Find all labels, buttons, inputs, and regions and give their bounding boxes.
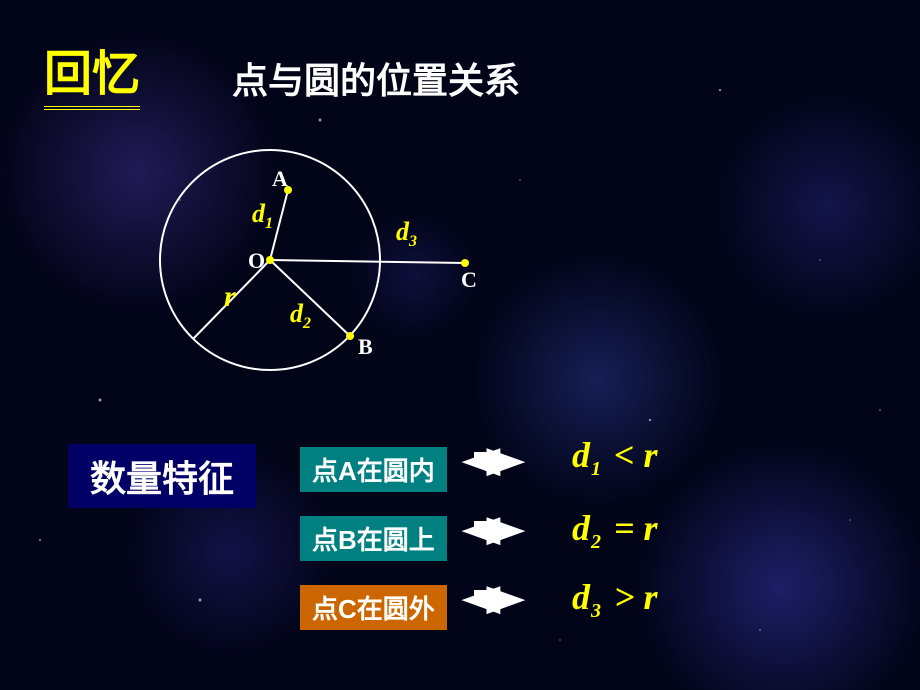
circle-svg: O A B C r d1 d2 d3 (120, 130, 490, 400)
formula-1: d2 = r (572, 507, 658, 554)
dot-O (266, 256, 274, 264)
label-r: r (224, 280, 236, 313)
label-d1: d1 (252, 199, 273, 232)
label-d2: d2 (290, 299, 311, 332)
dot-C (461, 259, 469, 267)
label-d3: d3 (396, 217, 417, 250)
label-O: O (248, 248, 265, 273)
subtitle: 点与圆的位置关系 (232, 52, 520, 104)
double-arrow-icon-1: ◀▶ (466, 509, 504, 549)
circle-diagram: O A B C r d1 d2 d3 (120, 130, 490, 400)
condition-box-2: 点C在圆外 (300, 585, 447, 630)
recall-title: 回忆 (44, 34, 140, 110)
label-C: C (461, 267, 477, 292)
double-arrow-icon-2: ◀▶ (466, 578, 504, 618)
quantity-heading: 数量特征 (68, 444, 256, 508)
dot-B (346, 332, 354, 340)
label-A: A (272, 166, 288, 191)
formula-0: d1 < r (572, 434, 658, 481)
condition-box-1: 点B在圆上 (300, 516, 447, 561)
condition-box-0: 点A在圆内 (300, 447, 447, 492)
line-OC (270, 260, 465, 263)
label-B: B (358, 334, 373, 359)
double-arrow-icon-0: ◀▶ (466, 440, 504, 480)
formula-2: d3 > r (572, 576, 658, 623)
